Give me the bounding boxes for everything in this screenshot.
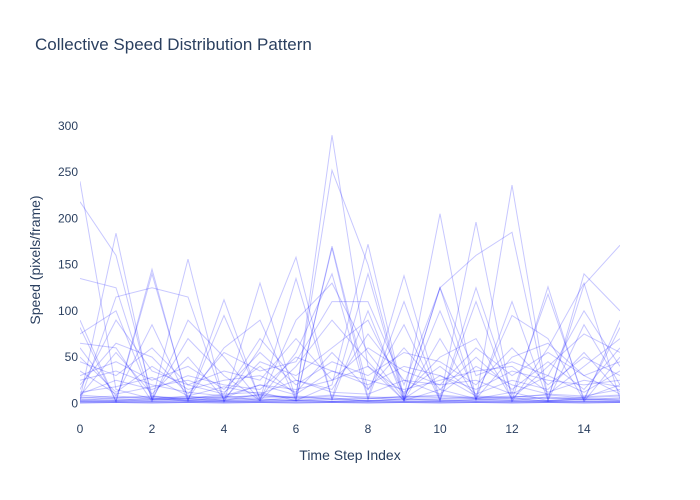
x-tick-label: 12 — [505, 422, 519, 436]
series-line-0 — [80, 135, 620, 402]
y-tick-label: 50 — [65, 350, 79, 364]
series-line-26 — [80, 395, 620, 402]
series-line-21 — [80, 395, 620, 401]
x-tick-label: 6 — [293, 422, 300, 436]
series-line-28 — [80, 394, 620, 400]
y-axis-title: Speed (pixels/frame) — [27, 195, 43, 324]
series-line-1 — [80, 168, 620, 402]
series-line-24 — [80, 400, 620, 403]
series-line-17 — [80, 351, 620, 397]
series-line-13 — [80, 319, 620, 403]
x-tick-label: 10 — [433, 422, 447, 436]
y-tick-label: 100 — [58, 304, 78, 318]
x-tick-label: 0 — [77, 422, 84, 436]
y-tick-label: 300 — [58, 119, 78, 133]
series-line-23 — [80, 400, 620, 403]
series-line-2 — [80, 185, 620, 402]
series-line-11 — [80, 337, 620, 386]
series-line-10 — [80, 319, 620, 400]
x-tick-label: 8 — [365, 422, 372, 436]
series-line-6 — [80, 246, 620, 403]
plot-area — [80, 135, 620, 404]
series-line-4 — [80, 221, 620, 404]
series-line-8 — [80, 272, 620, 403]
series-line-18 — [80, 370, 620, 397]
series-line-16 — [80, 347, 620, 393]
series-line-15 — [80, 356, 620, 395]
x-tick-label: 2 — [149, 422, 156, 436]
series-line-9 — [80, 286, 620, 395]
series-line-31 — [80, 401, 620, 404]
series-line-19 — [80, 365, 620, 395]
y-tick-label: 200 — [58, 211, 78, 225]
series-line-25 — [80, 397, 620, 403]
x-axis: 0 2 4 6 8 10 12 14 — [77, 422, 591, 436]
series-line-27 — [80, 400, 620, 403]
x-axis-title: Time Step Index — [299, 447, 400, 463]
y-tick-label: 250 — [58, 165, 78, 179]
series-line-5 — [80, 231, 620, 403]
x-tick-label: 4 — [221, 422, 228, 436]
series-line-30 — [80, 399, 620, 403]
y-tick-label: 0 — [71, 396, 78, 410]
x-tick-label: 14 — [577, 422, 591, 436]
y-tick-label: 150 — [58, 258, 78, 272]
series-line-3 — [80, 267, 620, 403]
series-layer — [80, 135, 620, 404]
series-line-14 — [80, 319, 620, 395]
series-line-22 — [80, 398, 620, 402]
series-line-20 — [80, 394, 620, 400]
series-line-12 — [80, 347, 620, 391]
series-line-7 — [80, 282, 620, 402]
y-axis: 0 50 100 150 200 250 300 — [58, 119, 78, 410]
chart-title: Collective Speed Distribution Pattern — [35, 35, 312, 54]
